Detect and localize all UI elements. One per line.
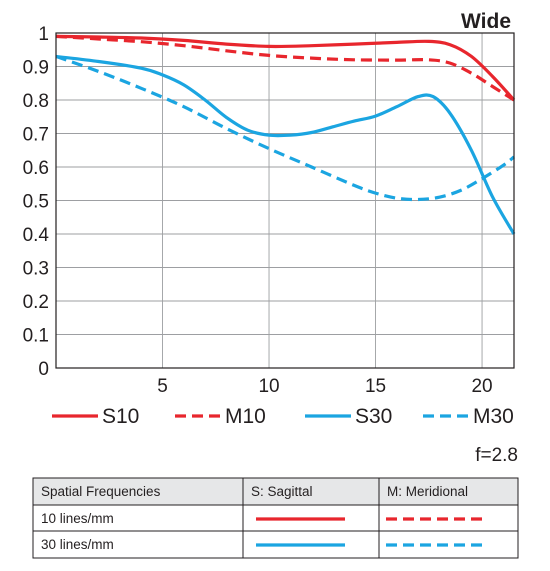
legend-table: Spatial Frequencies S: Sagittal M: Meridio… <box>32 477 519 559</box>
y-tick-label: 0.1 <box>23 326 49 347</box>
table-header: S: Sagittal <box>251 484 313 499</box>
series-layer <box>55 34 516 235</box>
y-tick-label: 0.4 <box>23 225 50 246</box>
x-axis-ticks: 5 10 15 20 <box>157 376 492 397</box>
y-tick-label: 0.6 <box>23 158 49 179</box>
table-row-label: 10 lines/mm <box>41 511 114 526</box>
legend: S10 M10 S30 M30 <box>52 405 514 428</box>
table-header-cell <box>33 478 243 505</box>
y-tick-label: 0.3 <box>23 259 49 280</box>
chart-title: Wide <box>461 10 511 33</box>
series-line-m10 <box>55 34 515 102</box>
y-tick-label: 0.8 <box>23 91 49 112</box>
legend-label-m30: M30 <box>473 405 514 428</box>
y-tick-label: 1 <box>38 24 49 45</box>
y-tick-label: 0 <box>38 359 49 380</box>
y-tick-label: 0.5 <box>23 192 49 213</box>
y-tick-label: 0.7 <box>23 125 49 146</box>
legend-label-s10: S10 <box>102 405 139 428</box>
y-tick-label: 0.2 <box>23 292 49 313</box>
x-tick-label: 20 <box>471 376 492 397</box>
y-axis-ticks: 0 0.1 0.2 0.3 0.4 0.5 0.6 0.7 0.8 0.9 1 <box>23 24 50 380</box>
x-tick-label: 5 <box>157 376 168 397</box>
table-header-cell <box>379 478 518 505</box>
table-row-label: 30 lines/mm <box>41 537 114 552</box>
grid <box>56 33 514 368</box>
table-header: M: Meridional <box>387 484 468 499</box>
y-tick-label: 0.9 <box>23 58 49 79</box>
x-tick-label: 10 <box>258 376 279 397</box>
legend-label-s30: S30 <box>355 405 392 428</box>
legend-label-m10: M10 <box>225 405 266 428</box>
table-border <box>32 477 519 559</box>
aperture-annotation: f=2.8 <box>475 445 518 466</box>
series-line-s10 <box>55 34 516 102</box>
plot-frame <box>55 32 515 369</box>
table-header-cell <box>243 478 379 505</box>
series-line-m30 <box>55 54 516 202</box>
table-header: Spatial Frequencies <box>41 484 161 499</box>
x-tick-label: 15 <box>365 376 386 397</box>
series-line-s30 <box>55 54 516 235</box>
